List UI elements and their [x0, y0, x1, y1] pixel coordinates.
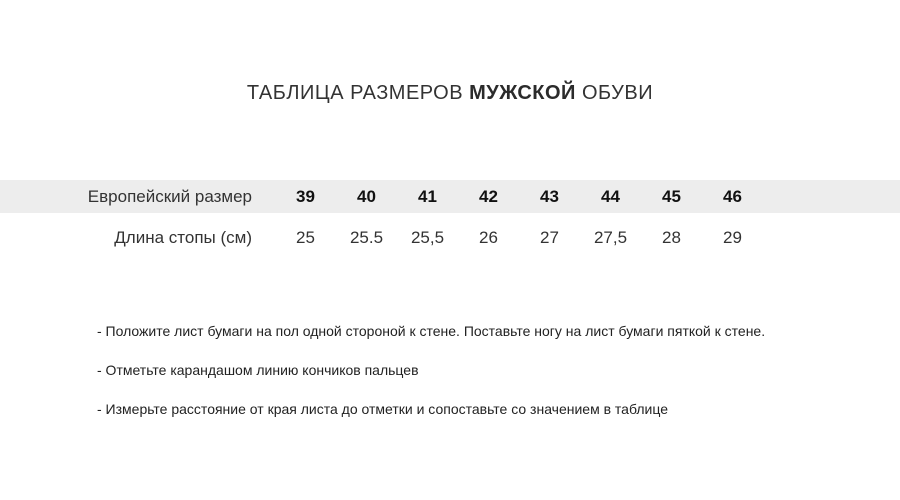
eu-size-cell: 43 [540, 186, 559, 206]
measurement-instructions: - Положите лист бумаги на пол одной стор… [97, 324, 765, 441]
eu-size-cell: 46 [723, 186, 742, 206]
row-label-eu-size: Европейский размер [87, 186, 252, 206]
filler-cell [763, 213, 900, 263]
foot-length-cell: 26 [479, 228, 498, 247]
instruction-step-3: - Измерьте расстояние от края листа до о… [97, 401, 668, 417]
eu-size-cell: 41 [418, 186, 437, 206]
foot-length-cell: 25,5 [410, 228, 445, 247]
foot-length-cell: 25.5 [349, 228, 384, 247]
foot-length-cell: 27 [540, 228, 559, 247]
foot-length-cell: 28 [662, 228, 681, 247]
eu-size-cell: 45 [662, 186, 681, 206]
instruction-step-1: - Положите лист бумаги на пол одной стор… [97, 323, 766, 339]
foot-length-cell: 29 [723, 228, 742, 247]
filler-cell [763, 180, 900, 213]
table-row-foot-length: Длина стопы (см) 25 25.5 25,5 26 27 27,5… [0, 213, 900, 263]
table-row-eu-size: Европейский размер 39 40 41 42 43 44 45 … [0, 180, 900, 213]
eu-size-cell: 40 [357, 186, 376, 206]
title-gender: МУЖСКОЙ [469, 82, 576, 104]
foot-length-cell: 27,5 [593, 228, 628, 247]
title-prefix: ТАБЛИЦА РАЗМЕРОВ [246, 82, 470, 104]
page-title: ТАБЛИЦА РАЗМЕРОВ МУЖСКОЙ ОБУВИ [0, 82, 900, 105]
row-label-foot-length: Длина стопы (см) [114, 228, 252, 247]
instruction-step-2: - Отметьте карандашом линию кончиков пал… [97, 362, 419, 378]
title-suffix: ОБУВИ [575, 82, 654, 104]
eu-size-cell: 44 [601, 186, 620, 206]
foot-length-cell: 25 [296, 228, 315, 247]
eu-size-cell: 42 [479, 186, 498, 206]
eu-size-cell: 39 [296, 186, 315, 206]
size-table: Европейский размер 39 40 41 42 43 44 45 … [0, 180, 900, 263]
